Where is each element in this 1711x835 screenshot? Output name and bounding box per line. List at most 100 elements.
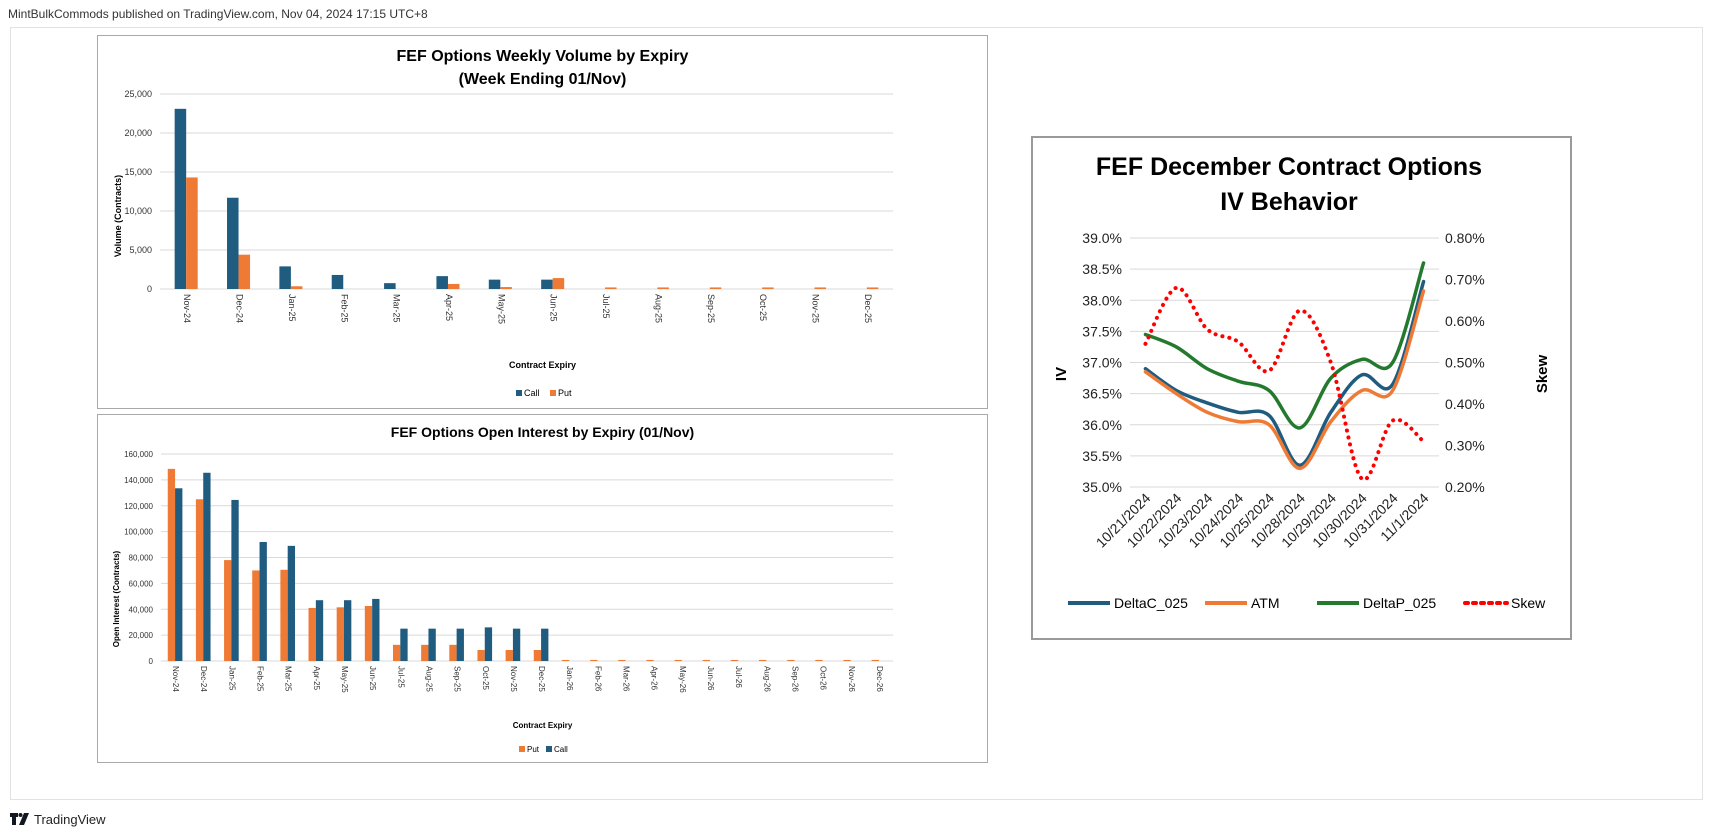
bar-put xyxy=(762,287,774,289)
y-tick-label: 25,000 xyxy=(124,89,152,99)
x-tick-label: Aug-26 xyxy=(762,666,771,692)
legend-swatch-put xyxy=(550,390,556,396)
y-tick-label: 38.5% xyxy=(1082,261,1122,277)
x-tick-label: May-25 xyxy=(340,666,349,693)
bar-put xyxy=(709,287,722,289)
bar-put xyxy=(702,659,710,661)
x-tick-label: Dec-26 xyxy=(875,666,884,692)
x-tick-label: Dec-25 xyxy=(537,666,546,692)
x-tick-label: Sep-26 xyxy=(790,666,799,692)
x-tick-label: Dec-25 xyxy=(863,294,873,323)
bar-put xyxy=(552,278,565,289)
series-line-deltap-025 xyxy=(1143,261,1426,430)
y-tick-label: 160,000 xyxy=(124,450,153,459)
x-tick-label: Mar-25 xyxy=(392,294,402,323)
y2-tick-label: 0.20% xyxy=(1445,479,1485,495)
bar-call xyxy=(488,279,501,289)
bar-call xyxy=(331,274,344,289)
bar-put xyxy=(561,659,570,661)
bar-call xyxy=(227,197,239,289)
bar-call xyxy=(372,598,380,661)
bar-call xyxy=(400,628,408,661)
chart-frame xyxy=(10,27,1703,800)
y-tick-label: 10,000 xyxy=(124,206,152,216)
x-tick-label: Feb-26 xyxy=(593,666,602,692)
y-tick-label: 36.0% xyxy=(1082,417,1122,433)
volume-chart-title: FEF Options Weekly Volume by Expiry xyxy=(397,48,689,65)
open-interest-x-axis-label: Contract Expiry xyxy=(513,721,573,730)
bar-call xyxy=(541,628,549,661)
bar-put xyxy=(167,468,176,661)
tradingview-logo-icon xyxy=(10,813,30,825)
bar-put xyxy=(646,659,654,661)
legend-swatch-call xyxy=(546,746,552,752)
y-tick-label: 80,000 xyxy=(129,554,154,563)
y-tick-label: 36.5% xyxy=(1082,386,1122,402)
x-tick-label: Apr-26 xyxy=(650,666,659,691)
x-tick-label: Sep-25 xyxy=(706,294,716,323)
iv-chart-title: FEF December Contract Options xyxy=(1096,153,1482,181)
volume-chart-subtitle: (Week Ending 01/Nov) xyxy=(459,71,627,88)
bar-call xyxy=(174,108,187,289)
iv-legend: DeltaC_025 ATM DeltaP_025 Skew xyxy=(1068,595,1546,611)
open-interest-chart-panel: FEF Options Open Interest by Expiry (01/… xyxy=(97,414,988,763)
bar-put xyxy=(533,650,542,661)
volume-y-axis-label: Volume (Contracts) xyxy=(113,175,123,257)
bar-call xyxy=(384,283,396,289)
y-tick-label: 120,000 xyxy=(124,502,153,511)
legend-label-deltap: DeltaP_025 xyxy=(1363,595,1436,611)
bar-put xyxy=(421,644,429,661)
x-tick-label: Oct-25 xyxy=(481,666,490,691)
bar-put xyxy=(758,659,767,661)
bar-put xyxy=(814,287,826,289)
legend-label-atm: ATM xyxy=(1251,595,1280,611)
y2-tick-label: 0.80% xyxy=(1445,230,1485,246)
series-line-deltac-025 xyxy=(1143,279,1426,467)
bar-put xyxy=(605,287,617,289)
publish-header: MintBulkCommods published on TradingView… xyxy=(8,7,428,21)
bar-put xyxy=(590,659,598,661)
x-tick-label: Jan-25 xyxy=(287,294,297,322)
x-tick-label: Mar-25 xyxy=(284,666,293,692)
open-interest-legend: Put Call xyxy=(519,745,568,754)
y-tick-label: 15,000 xyxy=(124,167,152,177)
legend-label-deltac: DeltaC_025 xyxy=(1114,595,1188,611)
iv-left-axis-label: IV xyxy=(1053,367,1070,381)
bar-call xyxy=(428,628,436,661)
legend-label-skew: Skew xyxy=(1511,595,1546,611)
y2-tick-label: 0.60% xyxy=(1445,313,1485,329)
bar-call xyxy=(436,276,448,289)
x-tick-label: Oct-26 xyxy=(819,666,828,691)
volume-x-axis-label: Contract Expiry xyxy=(509,360,576,370)
bar-put xyxy=(449,644,457,661)
x-tick-label: Dec-24 xyxy=(235,294,245,323)
legend-swatch-put xyxy=(519,746,525,752)
y2-tick-label: 0.70% xyxy=(1445,272,1485,288)
x-tick-label: Mar-26 xyxy=(622,666,631,692)
x-tick-label: May-25 xyxy=(496,294,506,324)
y-tick-label: 60,000 xyxy=(129,579,154,588)
footer-brand-label: TradingView xyxy=(34,811,106,827)
bar-call xyxy=(231,499,239,661)
y-tick-label: 37.5% xyxy=(1082,323,1122,339)
bar-put xyxy=(674,659,682,661)
series-line-atm xyxy=(1143,289,1426,471)
y-tick-label: 39.0% xyxy=(1082,230,1122,246)
y-tick-label: 100,000 xyxy=(124,528,153,537)
legend-label-call: Call xyxy=(554,745,568,754)
bar-put xyxy=(224,560,232,661)
y-tick-label: 20,000 xyxy=(129,631,154,640)
footer-brand: TradingView xyxy=(10,810,106,828)
bar-call xyxy=(512,628,521,661)
bar-put xyxy=(866,287,879,289)
bar-put xyxy=(477,650,485,661)
iv-right-axis-label: Skew xyxy=(1534,354,1551,393)
y-tick-label: 20,000 xyxy=(124,128,152,138)
x-tick-label: Apr-25 xyxy=(444,294,454,321)
bar-call xyxy=(203,472,211,661)
volume-chart: FEF Options Weekly Volume by Expiry (Wee… xyxy=(113,48,893,398)
x-tick-label: Feb-25 xyxy=(339,294,349,323)
open-interest-chart: FEF Options Open Interest by Expiry (01/… xyxy=(112,424,893,754)
y2-tick-label: 0.30% xyxy=(1445,438,1485,454)
x-tick-label: Sep-25 xyxy=(453,666,462,692)
